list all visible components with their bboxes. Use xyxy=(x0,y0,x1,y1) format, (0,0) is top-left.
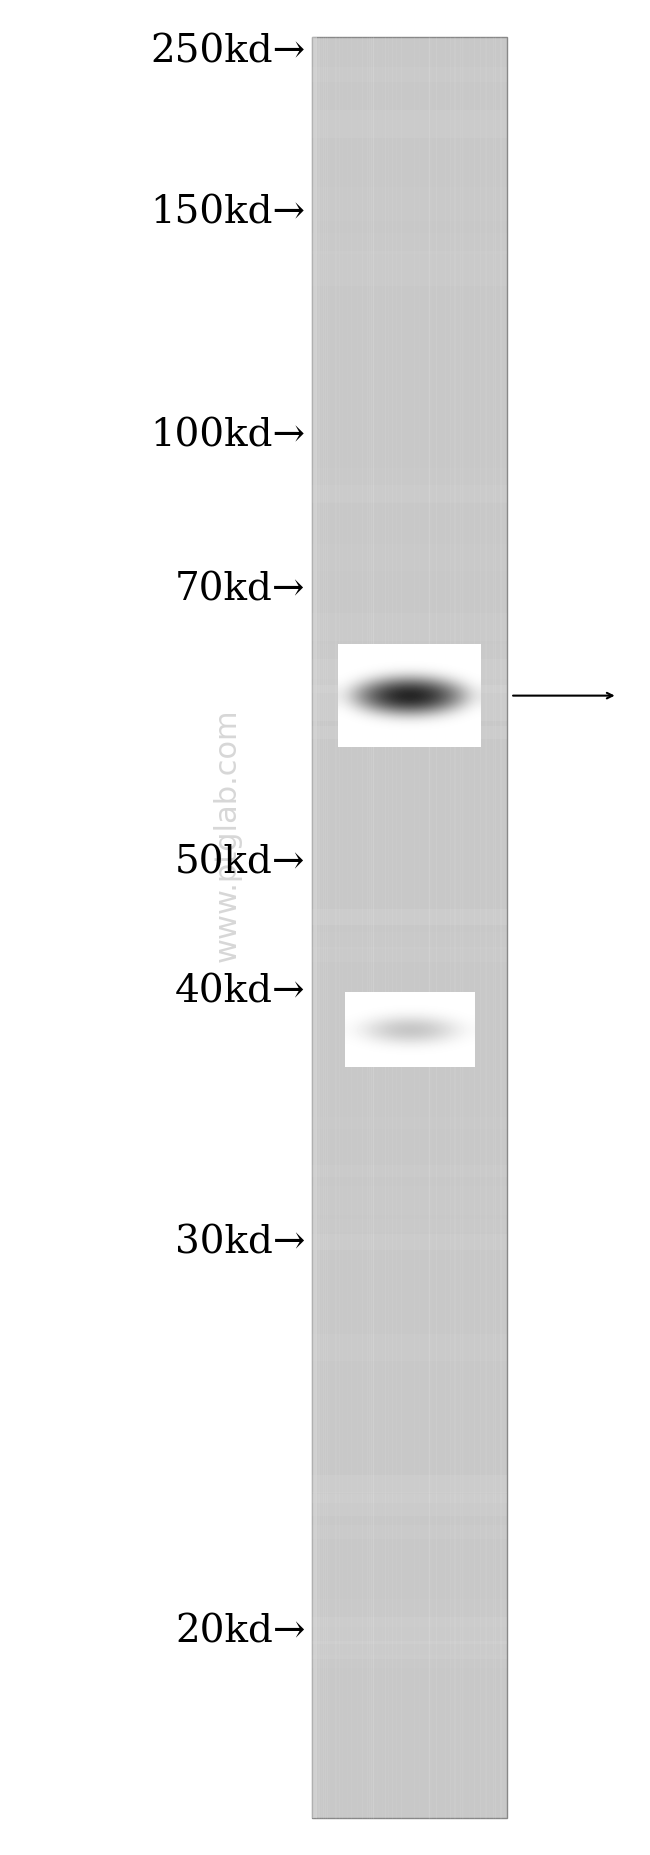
Bar xyxy=(312,1234,507,1250)
Bar xyxy=(312,1618,507,1644)
Bar xyxy=(312,612,507,642)
Bar xyxy=(312,67,507,82)
Bar xyxy=(312,1475,507,1493)
Bar xyxy=(312,37,507,1818)
Text: 150kd→: 150kd→ xyxy=(150,195,306,232)
Bar xyxy=(312,725,507,738)
Text: 50kd→: 50kd→ xyxy=(175,844,306,881)
Bar xyxy=(312,37,317,1818)
Bar xyxy=(312,1655,507,1668)
Text: 30kd→: 30kd→ xyxy=(175,1224,306,1261)
Text: www.ptglab.com: www.ptglab.com xyxy=(213,709,242,961)
Bar xyxy=(312,644,507,679)
Text: 20kd→: 20kd→ xyxy=(175,1614,306,1651)
Text: 70kd→: 70kd→ xyxy=(175,571,306,608)
Bar xyxy=(312,250,507,286)
Bar xyxy=(312,1599,507,1627)
Bar xyxy=(312,544,507,571)
Bar xyxy=(312,1525,507,1540)
Text: 250kd→: 250kd→ xyxy=(150,33,306,70)
Bar xyxy=(312,1493,507,1516)
Bar xyxy=(312,1117,507,1130)
Bar xyxy=(312,486,507,503)
Bar xyxy=(312,109,507,137)
Bar xyxy=(312,933,507,950)
Bar xyxy=(312,1185,507,1215)
Bar xyxy=(312,659,507,694)
Bar xyxy=(312,946,507,963)
Bar xyxy=(312,1493,507,1503)
Text: 40kd→: 40kd→ xyxy=(175,974,306,1011)
Bar xyxy=(312,1219,507,1232)
Text: 100kd→: 100kd→ xyxy=(150,417,306,454)
Bar xyxy=(312,909,507,926)
Bar xyxy=(312,1334,507,1362)
Bar xyxy=(312,684,507,722)
Bar xyxy=(312,234,507,254)
Bar xyxy=(312,1165,507,1178)
Bar xyxy=(312,187,507,221)
Bar xyxy=(312,467,507,503)
Bar xyxy=(312,1640,507,1658)
